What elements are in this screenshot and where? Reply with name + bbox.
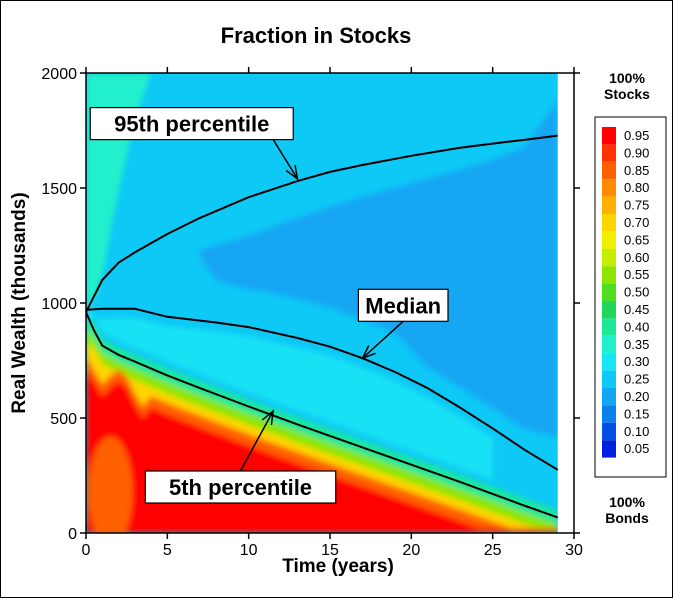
x-tick-label: 5 xyxy=(163,542,172,559)
legend-level-label: 0.60 xyxy=(624,250,649,265)
heatmap-out-of-range xyxy=(557,73,574,533)
legend-swatch xyxy=(602,179,616,197)
y-tick-label: 1000 xyxy=(41,296,77,313)
annotation: Median xyxy=(357,288,449,360)
legend-label-line: Bonds xyxy=(605,510,649,526)
legend-swatch xyxy=(602,248,616,267)
x-tick-label: 20 xyxy=(402,542,420,559)
annotation-arrow-head xyxy=(285,164,299,181)
legend-level-label: 0.65 xyxy=(624,232,649,247)
x-tick-label: 30 xyxy=(565,542,583,559)
annotation-arrow-line xyxy=(239,410,274,472)
legend-level-label: 0.30 xyxy=(624,354,649,369)
x-axis-label: Time (years) xyxy=(282,556,394,577)
annotation-box xyxy=(89,106,294,141)
x-axis: 0 5 10 15 20 25 30 xyxy=(82,67,583,559)
legend-swatch xyxy=(602,231,616,249)
legend-bottom-label: 100% Bonds xyxy=(605,494,649,526)
curve-95th-percentile xyxy=(86,134,558,313)
legend-level-label: 0.50 xyxy=(624,285,649,300)
y-axis: 0 500 1000 1500 2000 xyxy=(41,66,580,543)
curve-5th-percentile xyxy=(86,311,559,519)
annotation-label: Median xyxy=(365,293,441,318)
legend-label-line: 100% xyxy=(609,494,645,510)
legend-swatch xyxy=(602,196,616,214)
legend-swatch xyxy=(602,301,616,319)
legend-top-label: 100% Stocks xyxy=(604,70,650,102)
percentile-curves xyxy=(86,134,559,519)
y-tick-label: 0 xyxy=(68,526,77,543)
legend-swatch xyxy=(602,422,616,441)
legend-level-label: 0.75 xyxy=(624,198,649,213)
legend-swatch xyxy=(602,144,616,162)
legend-level-label: 0.15 xyxy=(624,406,649,421)
annotation: 95th percentile xyxy=(89,106,299,181)
legend-items: 0.95 0.90 0.85 0.80 0.75 0.70 0.65 0.60 0.55 0.50… xyxy=(602,127,649,458)
legend-level-label: 0.20 xyxy=(624,389,649,404)
annotation-arrow-head xyxy=(361,345,376,360)
annotations: 95th percentile Median 5th percentile xyxy=(89,106,449,504)
legend-level-label: 0.95 xyxy=(624,128,649,143)
annotation-label: 95th percentile xyxy=(114,112,269,137)
annotation-box xyxy=(144,470,337,504)
legend-level-label: 0.85 xyxy=(624,163,649,178)
x-tick-label: 10 xyxy=(240,542,258,559)
legend-level-label: 0.25 xyxy=(624,372,649,387)
annotation-arrow-head xyxy=(261,409,275,426)
annotation: 5th percentile xyxy=(144,409,337,504)
region-upper-right xyxy=(199,100,558,437)
y-tick-label: 2000 xyxy=(41,66,77,83)
legend-swatch xyxy=(602,127,616,145)
chart-title: Fraction in Stocks xyxy=(221,23,412,48)
legend-swatch xyxy=(602,161,616,180)
legend-swatch xyxy=(602,388,616,406)
legend-swatch xyxy=(602,370,616,388)
legend-level-label: 0.45 xyxy=(624,302,649,317)
legend-swatch xyxy=(602,318,616,336)
y-axis-label: Real Wealth (thousands) xyxy=(9,192,30,413)
legend-level-label: 0.35 xyxy=(624,337,649,352)
legend-swatch xyxy=(602,283,616,301)
annotation-box xyxy=(357,288,449,322)
legend-swatch xyxy=(602,440,616,458)
annotation-label: 5th percentile xyxy=(169,475,312,500)
legend-level-label: 0.40 xyxy=(624,319,649,334)
region-lower-left-patch xyxy=(88,436,133,533)
y-tick-label: 1500 xyxy=(41,181,77,198)
annotation-arrow-line xyxy=(362,320,404,359)
legend-label-line: Stocks xyxy=(604,86,650,102)
color-legend: 100% Stocks 0.950.900.850.800.750.700.650… xyxy=(594,70,667,526)
legend-level-label: 0.10 xyxy=(624,424,649,439)
y-tick-label: 500 xyxy=(50,411,77,428)
legend-level-label: 0.80 xyxy=(624,180,649,195)
annotation-arrow-line xyxy=(272,139,299,180)
legend-swatch xyxy=(602,353,616,371)
legend-level-label: 0.70 xyxy=(624,215,649,230)
legend-label-line: 100% xyxy=(609,70,645,86)
legend-level-label: 0.90 xyxy=(624,145,649,160)
x-tick-label: 0 xyxy=(82,542,91,559)
legend-swatch xyxy=(602,405,616,423)
x-tick-label: 25 xyxy=(484,542,502,559)
legend-swatch xyxy=(602,214,616,232)
region-median-band xyxy=(86,298,493,481)
x-tick-label: 15 xyxy=(321,542,339,559)
legend-level-label: 0.55 xyxy=(624,267,649,282)
curve-median xyxy=(86,307,559,471)
legend-level-label: 0.05 xyxy=(624,441,649,456)
legend-swatch xyxy=(602,266,616,284)
legend-swatch xyxy=(602,335,616,354)
